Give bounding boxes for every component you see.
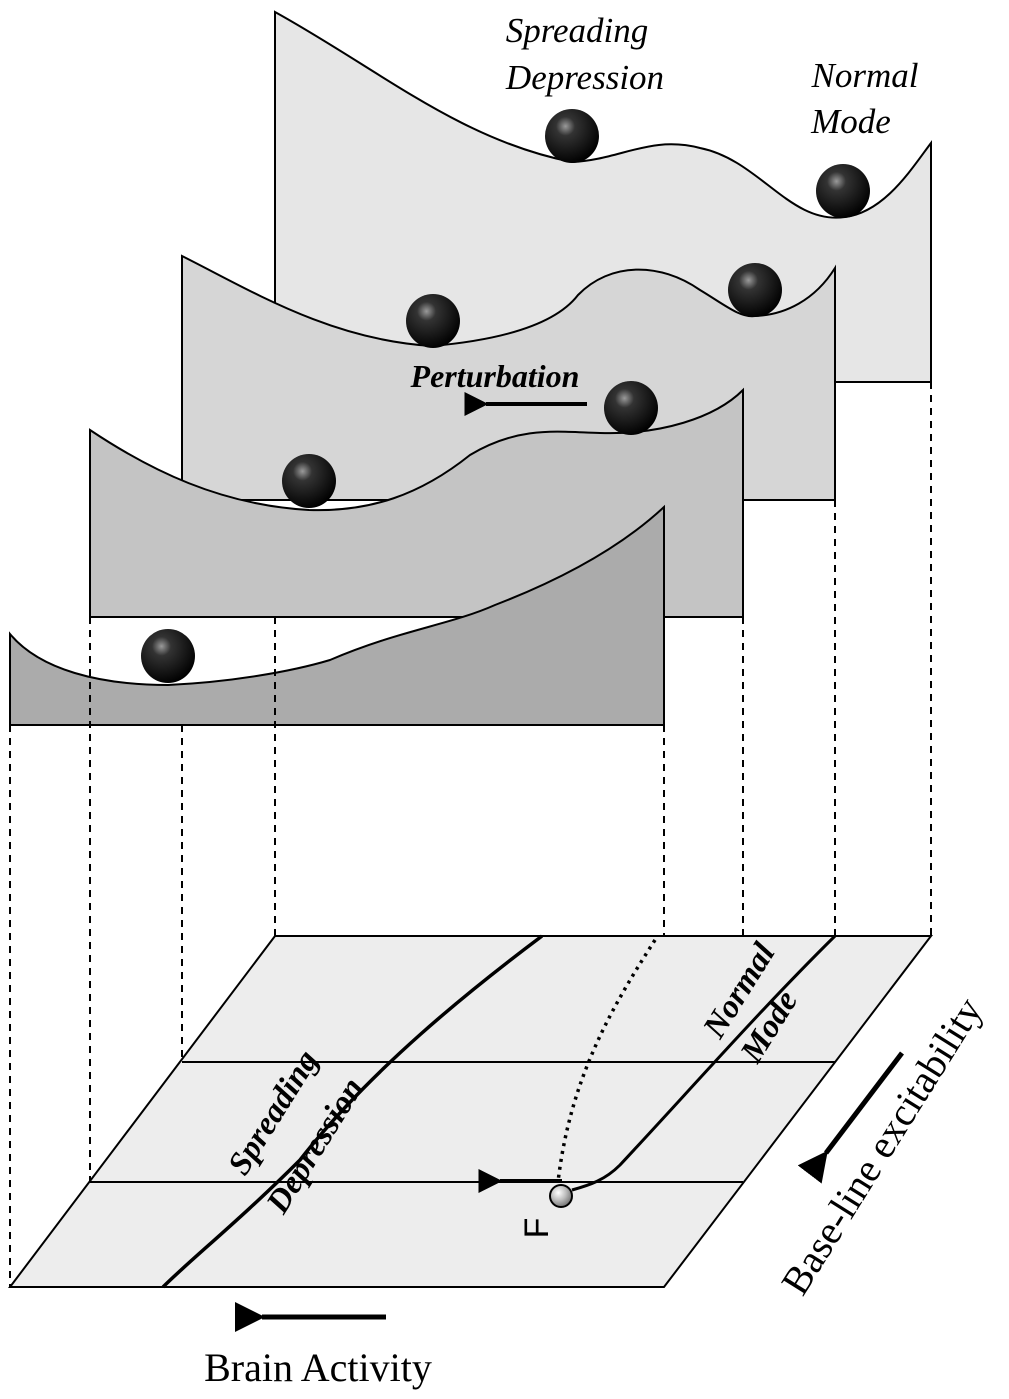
ball-icon [406,294,460,348]
base-plane-surface [7,935,934,1288]
landscape-layer-3 [89,387,744,618]
ball-icon [604,381,658,435]
landscape-layer-4 [9,504,665,726]
landscape-surface-3 [89,387,744,618]
normal-mode-branch [571,934,837,1192]
point-f-marker [549,1184,573,1208]
spreading-depression-branch [161,934,544,1289]
ball-icon [545,109,599,163]
ball-icon [141,629,195,683]
point-f-label: F [518,1218,556,1239]
ball-icon [816,164,870,218]
top-normal-mode-label-line1: Normal [811,56,919,95]
base-plane [7,934,934,1289]
landscape-surface-4 [9,504,665,726]
ball-icon [282,454,336,508]
excitability-arrow [797,1051,904,1184]
top-spreading-label-line1: Spreading [506,11,649,50]
top-spreading-label-line2: Depression [505,58,664,97]
balls [141,109,870,683]
brain-activity-label: Brain Activity [204,1345,432,1390]
ball-icon [728,263,782,317]
top-normal-mode-label-line2: Mode [810,102,891,141]
perturbation-label: Perturbation [410,358,580,394]
unstable-branch [556,939,657,1183]
